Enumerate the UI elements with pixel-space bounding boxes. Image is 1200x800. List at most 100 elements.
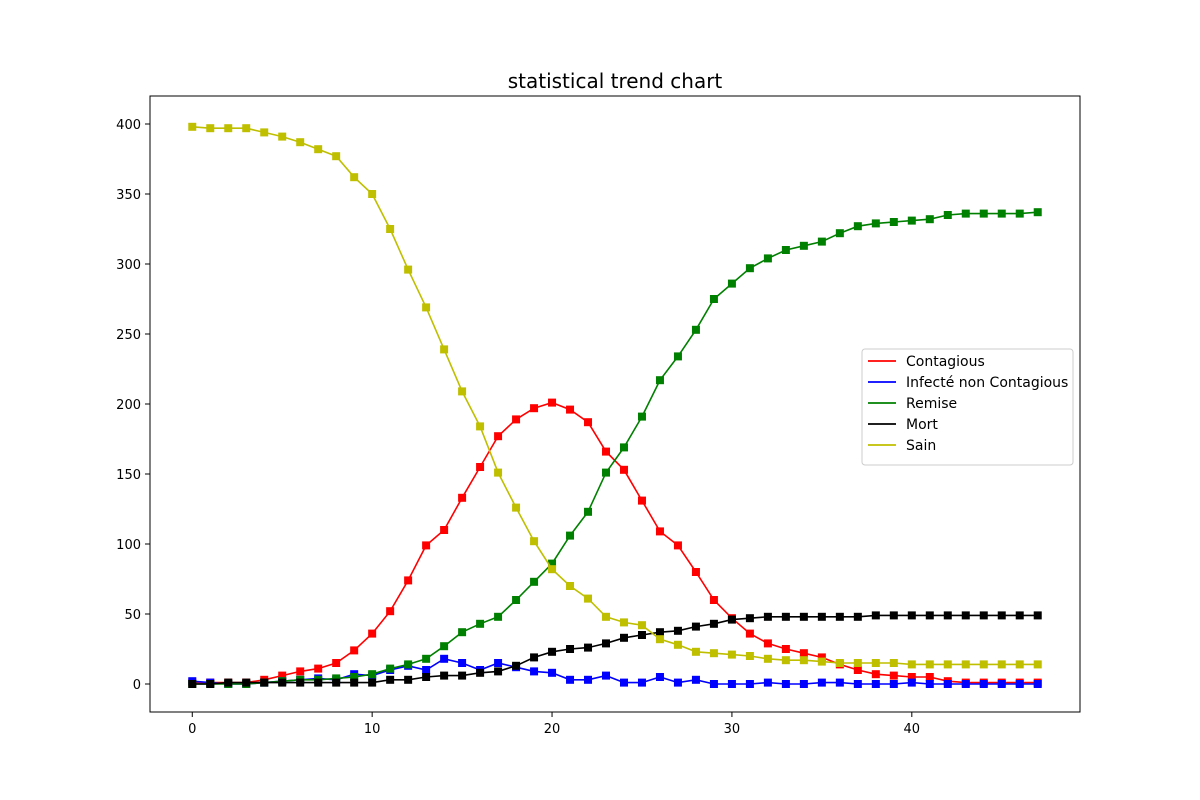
data-point (332, 152, 341, 161)
data-point (871, 670, 880, 679)
data-point (979, 209, 988, 218)
legend-label: Mort (906, 417, 938, 433)
data-point (584, 594, 593, 603)
data-point (727, 680, 736, 688)
data-point (853, 659, 862, 667)
legend-item: Contagious (868, 354, 985, 370)
data-point (260, 678, 269, 687)
data-point (512, 661, 521, 670)
data-point (835, 229, 844, 238)
data-point (368, 629, 377, 638)
data-point (961, 611, 970, 620)
data-point (494, 432, 503, 441)
data-point (655, 635, 664, 644)
data-point (871, 680, 880, 688)
data-point (907, 660, 916, 669)
data-point (745, 652, 754, 660)
y-tick-label: 300 (116, 258, 141, 273)
data-point (943, 680, 952, 688)
data-point (566, 645, 575, 653)
data-point (853, 666, 862, 674)
data-point (763, 612, 772, 621)
data-point (727, 615, 736, 624)
data-point (925, 680, 934, 688)
data-point (206, 680, 215, 688)
data-point (530, 404, 539, 413)
data-point (566, 582, 575, 590)
data-point (548, 647, 557, 656)
data-point (889, 611, 898, 620)
data-point (548, 398, 557, 407)
data-point (889, 659, 898, 667)
data-point (494, 659, 503, 667)
data-point (817, 653, 826, 662)
data-point (835, 612, 844, 621)
data-point (224, 124, 233, 133)
data-point (404, 265, 413, 274)
data-point (673, 678, 682, 687)
data-point (997, 680, 1006, 688)
data-point (871, 659, 880, 667)
data-point (853, 612, 862, 621)
series-4 (188, 122, 1042, 669)
data-point (278, 678, 287, 687)
data-point (1033, 660, 1042, 669)
data-point (422, 666, 431, 674)
x-tick-label: 10 (364, 722, 381, 737)
data-point (512, 415, 521, 424)
x-tick-label: 40 (904, 722, 921, 737)
series-2 (188, 208, 1042, 688)
data-point (314, 145, 323, 154)
data-point (853, 680, 862, 688)
data-point (637, 412, 646, 421)
data-point (781, 680, 790, 688)
data-point (476, 619, 485, 628)
data-point (566, 675, 575, 684)
data-point (476, 463, 485, 471)
y-tick-label: 400 (116, 118, 141, 133)
data-point (602, 468, 611, 477)
y-tick-label: 200 (116, 398, 141, 413)
data-point (1015, 611, 1024, 620)
legend-item: Remise (868, 396, 957, 412)
data-point (997, 209, 1006, 218)
data-point (512, 596, 521, 604)
data-point (584, 675, 593, 684)
data-point (817, 678, 826, 687)
data-point (296, 667, 305, 676)
data-point (637, 496, 646, 505)
data-point (835, 678, 844, 687)
data-point (476, 422, 485, 431)
data-point (943, 211, 952, 219)
data-point (440, 526, 449, 534)
data-point (422, 673, 431, 681)
data-point (907, 611, 916, 620)
data-point (530, 667, 539, 676)
data-point (404, 675, 413, 684)
data-point (314, 664, 323, 673)
data-point (799, 241, 808, 250)
data-point (242, 124, 251, 133)
legend-item: Infecté non Contagious (868, 375, 1068, 391)
data-point (602, 612, 611, 621)
data-point (817, 657, 826, 666)
data-point (763, 678, 772, 687)
data-point (278, 671, 287, 680)
data-point (709, 619, 718, 628)
data-point (781, 645, 790, 653)
data-point (188, 680, 197, 688)
data-point (619, 465, 628, 474)
data-point (458, 671, 467, 680)
y-tick-label: 150 (116, 468, 141, 483)
data-point (925, 215, 934, 224)
data-point (548, 668, 557, 677)
data-point (745, 614, 754, 623)
y-tick-label: 50 (124, 608, 141, 623)
data-point (422, 303, 431, 312)
x-tick-label: 20 (544, 722, 561, 737)
data-point (727, 279, 736, 288)
data-point (1033, 680, 1042, 688)
data-point (619, 678, 628, 687)
data-point (691, 647, 700, 656)
data-point (494, 667, 503, 676)
